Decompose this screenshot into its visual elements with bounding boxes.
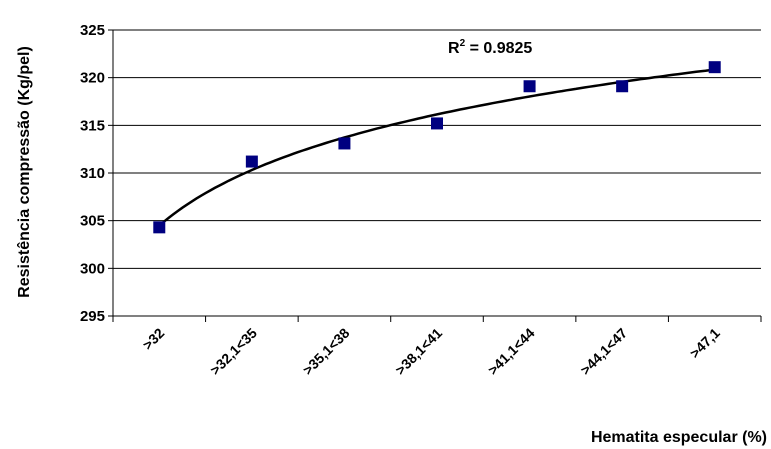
y-tick-labels: 295 300 305 310 315 320 325	[80, 22, 105, 325]
y-tick-label: 325	[80, 22, 105, 39]
r-squared-value: = 0.9825	[465, 40, 532, 57]
data-points	[153, 61, 721, 234]
x-tick-label: >35,1<38	[299, 325, 352, 378]
r-squared-superscript: 2	[460, 38, 466, 49]
y-tick-label: 320	[80, 70, 105, 87]
trendline-curve	[158, 68, 715, 227]
data-point-7	[708, 61, 721, 74]
y-tick-label: 310	[80, 165, 105, 182]
x-tick-label: >44,1<47	[577, 325, 630, 378]
y-tick-label: 295	[80, 308, 105, 325]
y-tick-label: 300	[80, 260, 105, 277]
data-point-6	[616, 80, 629, 93]
data-point-3	[338, 137, 351, 150]
gridlines	[113, 29, 761, 269]
x-tick-labels: >32 >32,1<35 >35,1<38 >38,1<41 >41,1<44 >44,1…	[139, 325, 723, 378]
x-tick-label: >41,1<44	[485, 325, 538, 378]
x-tick-label: >32,1<35	[207, 325, 260, 378]
x-tick-label: >47,1	[686, 325, 723, 362]
data-point-5	[523, 80, 536, 93]
r-squared-label: R	[448, 40, 460, 57]
x-tick-label: >32	[139, 325, 167, 353]
y-axis-title: Resistência compressão (Kg/pel)	[16, 46, 33, 298]
trendline	[158, 68, 715, 227]
x-tick-label: >38,1<41	[392, 325, 445, 378]
data-point-1	[153, 221, 166, 234]
axes	[108, 29, 762, 322]
y-tick-label: 305	[80, 213, 105, 230]
r-squared-annotation: R2 = 0.9825	[448, 38, 532, 57]
y-tick-label: 315	[80, 117, 105, 134]
data-point-2	[245, 155, 258, 168]
data-point-4	[431, 117, 443, 130]
x-axis-title: Hematita especular (%)	[591, 429, 767, 446]
